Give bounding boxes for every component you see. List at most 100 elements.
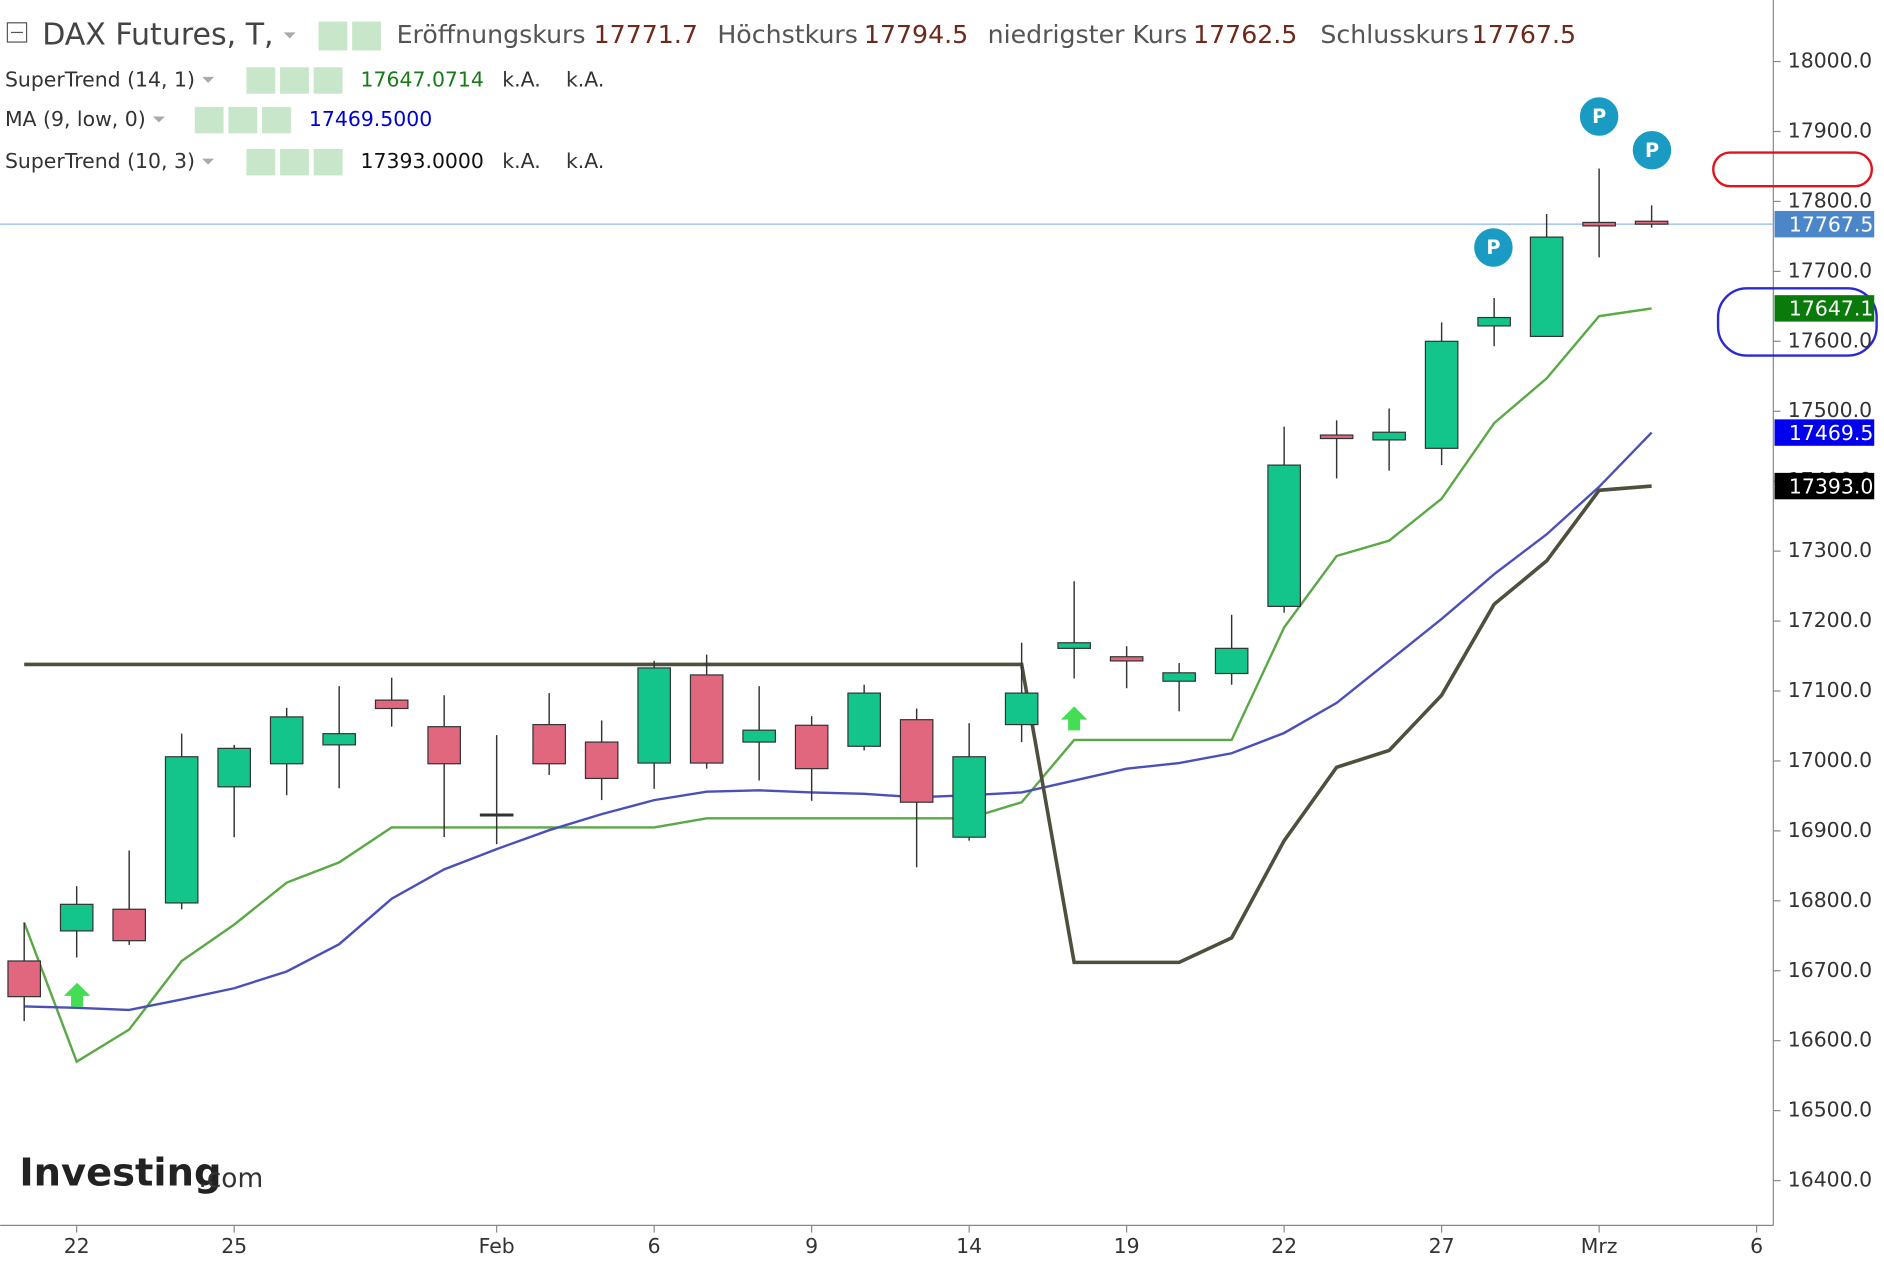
x-tick-label: Feb xyxy=(479,1234,515,1258)
dropdown-caret[interactable] xyxy=(283,32,296,39)
y-tick-label: 17000.0 xyxy=(1788,748,1872,772)
candle-body xyxy=(1057,642,1091,649)
legend-na: k.A. xyxy=(502,149,540,173)
candle-body xyxy=(269,716,304,765)
eye-icon[interactable] xyxy=(318,21,348,51)
gear-icon[interactable] xyxy=(352,21,381,51)
candle-body xyxy=(1162,672,1196,682)
legend-name: SuperTrend (10, 3) xyxy=(5,149,195,173)
y-tick-label: 17300.0 xyxy=(1788,538,1872,562)
y-tick-label: 17900.0 xyxy=(1788,118,1872,142)
y-tick-label: 17100.0 xyxy=(1788,678,1872,702)
low-label: niedrigster Kurs xyxy=(988,20,1188,49)
legend-icon[interactable] xyxy=(280,148,309,176)
price-tag-label: 17767.5 xyxy=(1789,212,1873,236)
y-tick-label: 16600.0 xyxy=(1788,1028,1872,1052)
candle-body xyxy=(59,903,94,932)
legend-value: 17469.5000 xyxy=(309,107,432,131)
price-tag-label: 17647.1 xyxy=(1789,297,1873,321)
chart-title: DAX Futures, T, xyxy=(42,18,273,53)
candle-body xyxy=(374,699,409,710)
watermark-brand: Investing xyxy=(19,1150,221,1195)
candle-body xyxy=(584,741,619,780)
y-tick-label: 16900.0 xyxy=(1788,818,1872,842)
price-tag xyxy=(1774,419,1875,446)
candle-body xyxy=(637,667,671,764)
candle-body xyxy=(689,674,724,764)
collapse-icon[interactable] xyxy=(6,22,28,43)
legend-na: k.A. xyxy=(566,149,604,173)
candle-body xyxy=(1267,464,1301,607)
high-label: Höchstkurs xyxy=(717,20,858,49)
signal-marker-label: P xyxy=(1592,105,1606,128)
y-tick-label: 16700.0 xyxy=(1788,958,1872,982)
signal-arrow xyxy=(63,982,91,1007)
x-tick-label: 19 xyxy=(1114,1234,1140,1258)
open-label: Eröffnungskurs xyxy=(397,20,586,49)
legend-icon[interactable] xyxy=(313,148,343,176)
candle-body xyxy=(899,719,934,803)
candle-body xyxy=(742,729,776,743)
dropdown-caret[interactable] xyxy=(202,158,215,165)
price-tag-label: 17469.5 xyxy=(1789,421,1873,445)
candle-body xyxy=(479,813,514,817)
candle-body xyxy=(1424,340,1459,449)
y-tick-label: 17200.0 xyxy=(1788,608,1872,632)
signal-marker xyxy=(1471,225,1516,270)
legend-icon[interactable] xyxy=(262,106,291,134)
legend-icon[interactable] xyxy=(246,148,276,176)
legend-na: k.A. xyxy=(502,67,540,91)
legend-icon[interactable] xyxy=(280,67,309,94)
candle-body xyxy=(217,747,251,788)
x-tick-label: 6 xyxy=(1750,1234,1763,1258)
candle-body xyxy=(427,726,461,765)
indicator-line xyxy=(24,431,1653,1012)
dropdown-caret[interactable] xyxy=(202,76,215,83)
y-tick-label: 16400.0 xyxy=(1788,1168,1872,1192)
candle-body xyxy=(532,723,566,765)
annotation-ellipse xyxy=(1716,287,1878,357)
x-tick-label: 27 xyxy=(1429,1234,1455,1258)
candle-body xyxy=(847,692,881,747)
legend-icon[interactable] xyxy=(194,106,224,134)
candle-body xyxy=(1109,656,1144,662)
legend-icon[interactable] xyxy=(228,106,258,134)
signal-marker-label: P xyxy=(1645,139,1659,162)
candle-body xyxy=(112,908,146,942)
legend-icon[interactable] xyxy=(246,67,276,94)
indicator-line xyxy=(23,307,1652,1064)
signal-marker-label: P xyxy=(1486,236,1500,259)
x-tick-label: 9 xyxy=(805,1234,818,1258)
low-value: 17762.5 xyxy=(1193,20,1297,49)
legend-name: SuperTrend (14, 1) xyxy=(5,67,195,91)
candle-body xyxy=(164,756,199,904)
legend-name: MA (9, low, 0) xyxy=(5,107,146,131)
indicator-line xyxy=(24,484,1652,965)
watermark-suffix: .com xyxy=(198,1163,263,1194)
signal-marker xyxy=(1577,94,1621,139)
close-label: Schlusskurs xyxy=(1320,20,1468,49)
candle-body xyxy=(7,960,42,998)
price-tag xyxy=(1774,295,1875,322)
x-tick-label: 22 xyxy=(1271,1234,1297,1258)
legend-value: 17647.0714 xyxy=(361,67,484,91)
candle-body xyxy=(1004,692,1039,726)
y-tick-label: 17700.0 xyxy=(1788,258,1872,282)
candle-body xyxy=(1372,431,1406,441)
close-value: 17767.5 xyxy=(1472,20,1576,49)
price-tag xyxy=(1774,472,1875,500)
candle-body xyxy=(1319,434,1354,440)
x-tick-label: Mrz xyxy=(1581,1234,1618,1258)
x-tick-label: 6 xyxy=(648,1234,661,1258)
dropdown-caret[interactable] xyxy=(152,116,165,123)
price-tag-label: 17393.0 xyxy=(1789,474,1873,498)
y-tick-label: 17800.0 xyxy=(1788,188,1872,212)
candle-body xyxy=(794,724,829,770)
signal-marker xyxy=(1630,128,1674,172)
candle-body xyxy=(1477,316,1511,327)
x-tick-label: 25 xyxy=(221,1234,247,1258)
legend-icon[interactable] xyxy=(313,67,343,94)
legend-value: 17393.0000 xyxy=(361,149,484,173)
